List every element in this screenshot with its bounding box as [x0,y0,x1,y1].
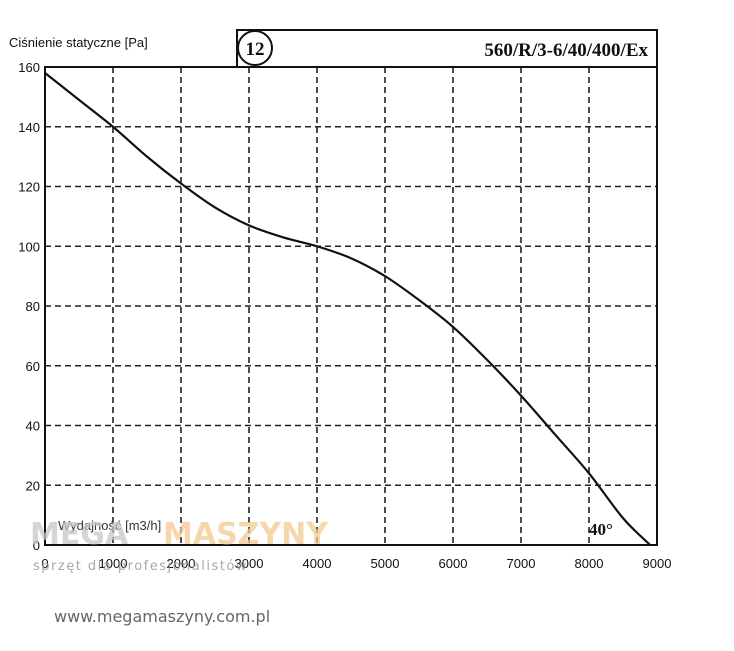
x-tick-label: 4000 [303,556,332,571]
y-tick-label: 20 [26,478,40,493]
y-axis-title: Ciśnienie statyczne [Pa] [9,35,148,50]
blade-angle-label: 40° [589,520,613,539]
y-tick-label: 60 [26,359,40,374]
series [44,72,651,546]
y-tick-label: 140 [18,120,40,135]
x-tick-label: 6000 [439,556,468,571]
x-tick-label: 1000 [99,556,128,571]
watermark-brand-left: MEGA [30,517,129,552]
plot-frame [44,66,658,546]
curve-number-circle [237,30,273,66]
y-tick-label: 40 [26,419,40,434]
x-tick-label: 8000 [575,556,604,571]
header-box [236,29,658,68]
watermark-url: www.megamaszyny.com.pl [54,607,270,626]
curve-number: 12 [246,39,265,60]
fan-curve-line [44,72,651,546]
x-tick-label: 7000 [507,556,536,571]
model-designation: 560/R/3-6/40/400/Ex [484,40,648,61]
x-tick-label: 9000 [643,556,672,571]
x-tick-label: 5000 [371,556,400,571]
watermark-tagline: sprzęt dla profesjonalistów [33,559,248,574]
y-tick-label: 80 [26,299,40,314]
x-tick-labels: 0 1000 2000 3000 4000 5000 6000 7000 8000 9000 [41,556,671,571]
x-tick-label: 0 [41,556,48,571]
grid [45,67,657,545]
y-tick-label: 100 [18,239,40,254]
y-tick-labels: 0 20 40 60 80 100 120 140 160 [18,60,40,553]
y-tick-label: 160 [18,60,40,75]
x-axis-title: Wydajność [m3/h] [58,518,161,533]
watermark: MEGA MASZYNY sprzęt dla profesjonalistów… [30,517,329,626]
x-tick-label: 3000 [235,556,264,571]
y-tick-label: 0 [33,538,40,553]
watermark-brand-right: MASZYNY [163,517,329,552]
y-tick-label: 120 [18,180,40,195]
x-tick-label: 2000 [167,556,196,571]
